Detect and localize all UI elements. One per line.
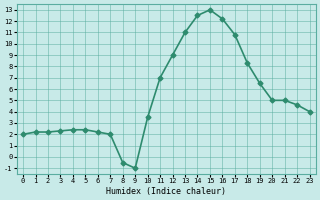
X-axis label: Humidex (Indice chaleur): Humidex (Indice chaleur) <box>106 187 226 196</box>
